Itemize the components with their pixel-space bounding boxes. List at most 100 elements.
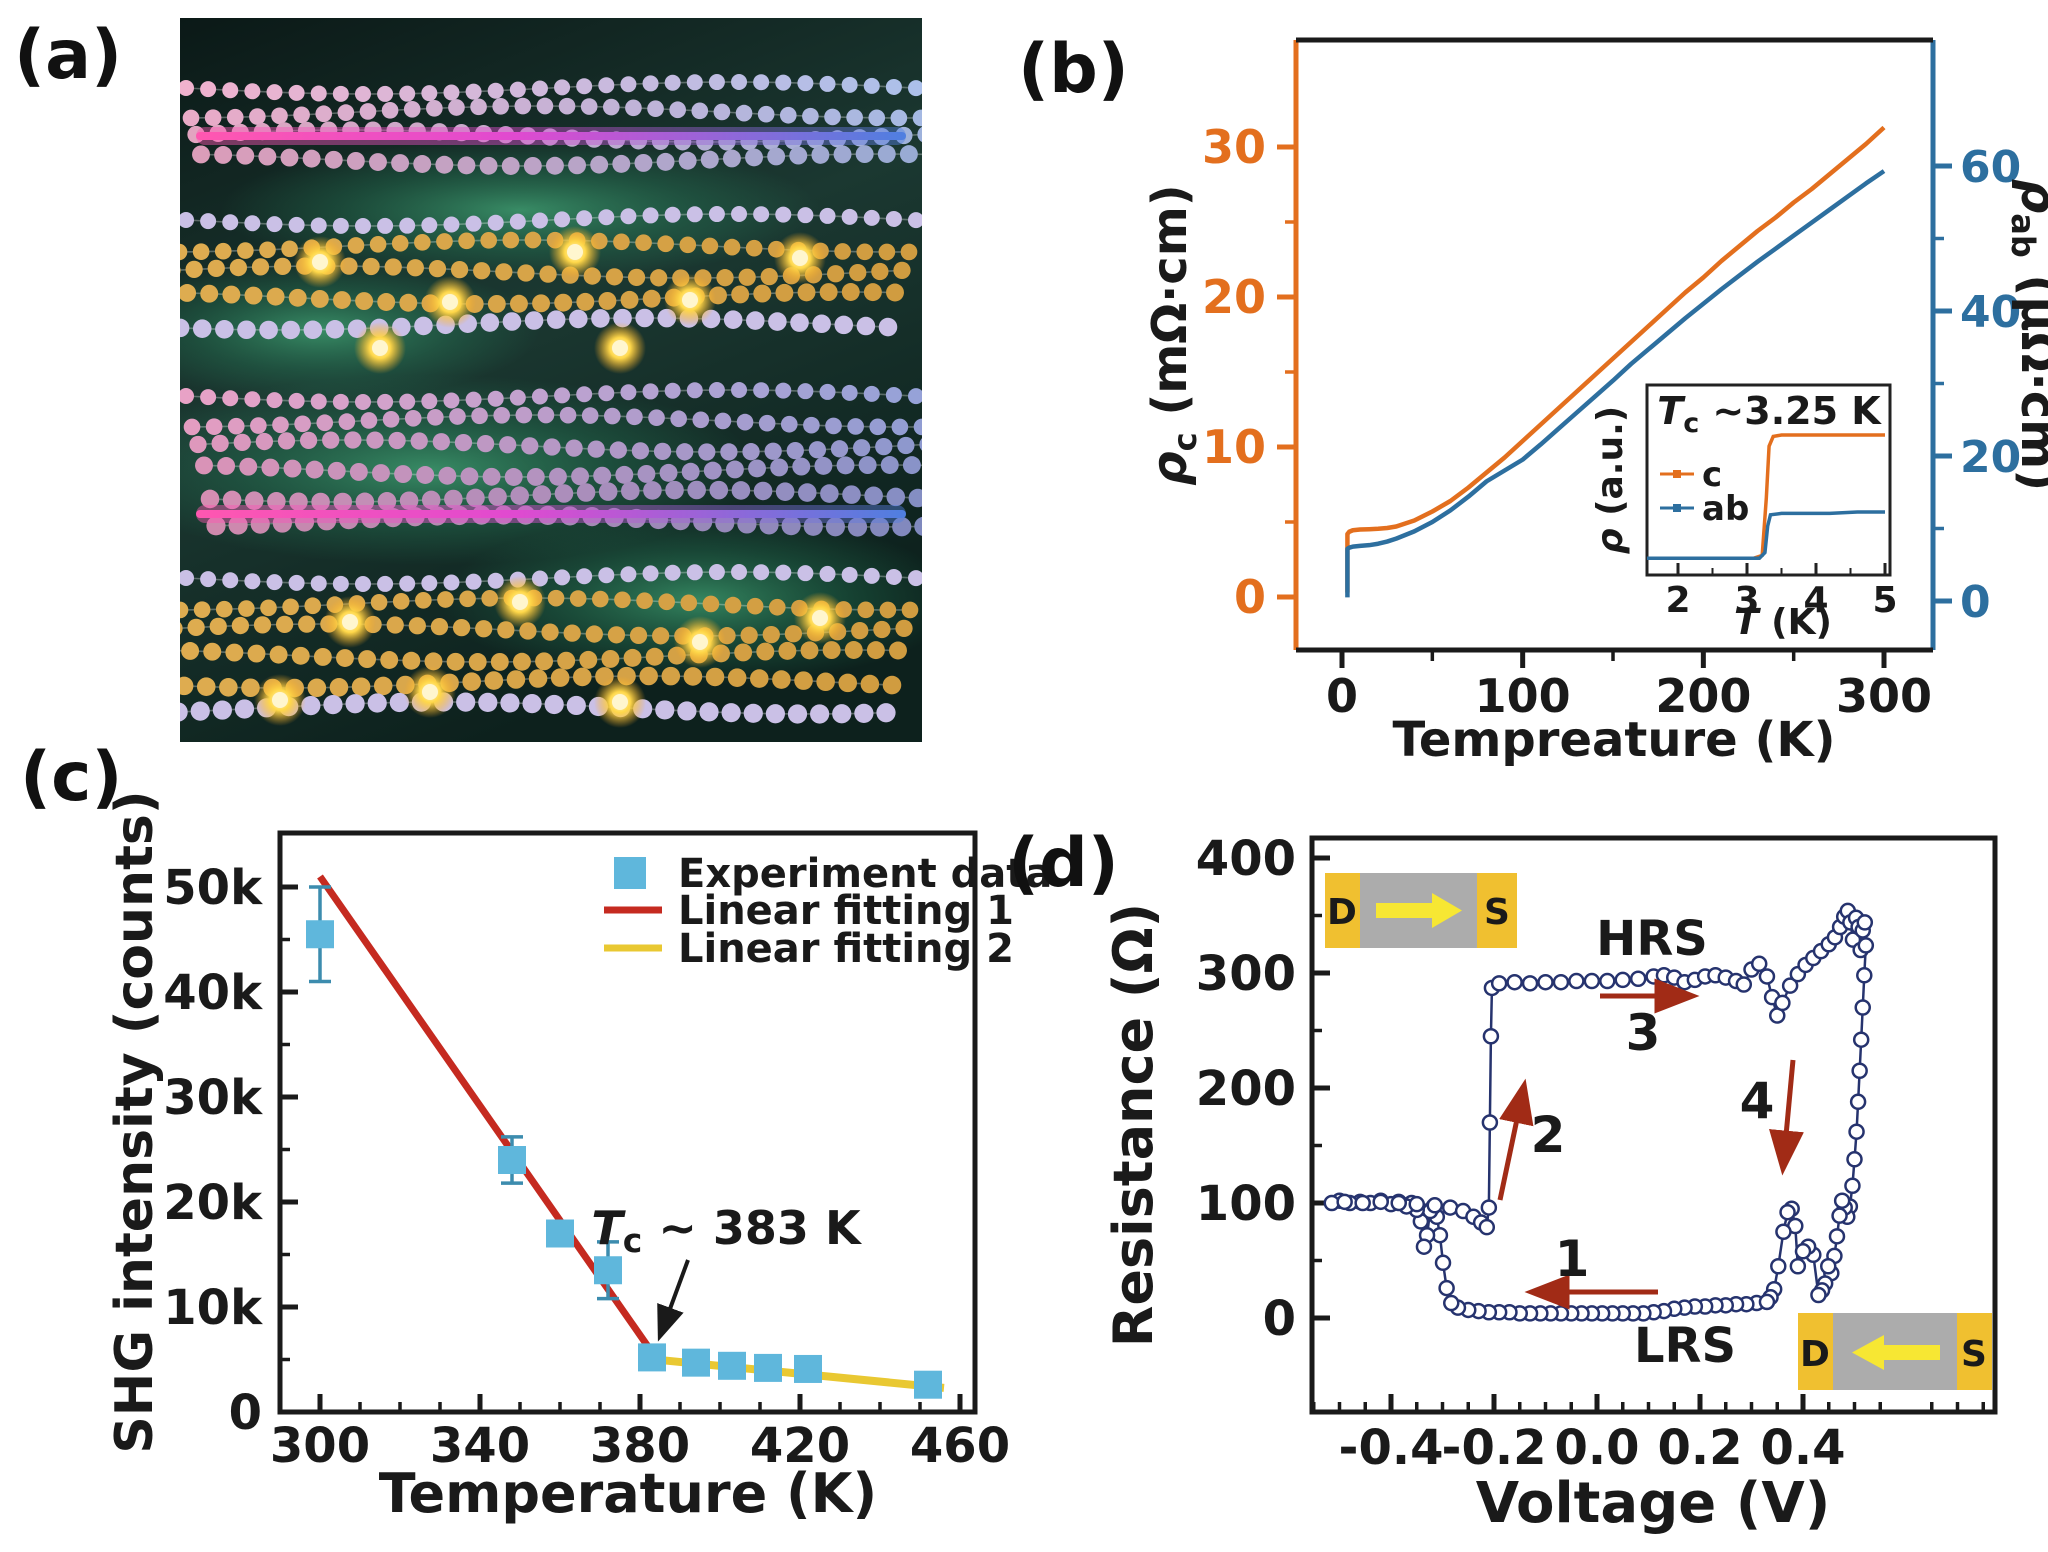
atom bbox=[444, 489, 463, 509]
atom bbox=[421, 393, 438, 410]
atom bbox=[217, 457, 236, 475]
atom bbox=[834, 315, 854, 335]
atom bbox=[834, 243, 851, 260]
atom bbox=[460, 467, 479, 486]
atom bbox=[301, 695, 321, 716]
inset-y-axis-label: ρ (a.u.) bbox=[1590, 406, 1631, 555]
legend-marker-experiment bbox=[614, 857, 646, 889]
atom bbox=[377, 217, 394, 234]
atom bbox=[253, 616, 272, 634]
loop-point bbox=[1490, 975, 1508, 992]
resistivity-curves bbox=[1345, 125, 1886, 598]
loop-point bbox=[1854, 999, 1871, 1016]
atom bbox=[493, 407, 511, 424]
atom bbox=[612, 154, 631, 173]
legend-label-experiment: Experiment data bbox=[678, 851, 1052, 897]
atom bbox=[484, 671, 504, 690]
atom bbox=[465, 83, 482, 100]
atom bbox=[655, 700, 675, 720]
atom bbox=[876, 703, 896, 723]
atom bbox=[554, 569, 571, 586]
atom bbox=[354, 217, 371, 234]
atom bbox=[642, 383, 659, 400]
atom bbox=[288, 392, 305, 409]
atom bbox=[273, 257, 292, 276]
atom bbox=[528, 669, 548, 688]
atom bbox=[193, 601, 211, 619]
atom bbox=[214, 146, 233, 164]
atom bbox=[302, 149, 321, 168]
atom bbox=[203, 642, 222, 661]
atom bbox=[156, 283, 174, 301]
atom bbox=[532, 485, 552, 504]
atom bbox=[743, 703, 763, 723]
data-point bbox=[594, 1256, 622, 1285]
atom bbox=[882, 675, 902, 695]
atom bbox=[443, 392, 460, 409]
atom bbox=[863, 77, 880, 94]
atom bbox=[495, 263, 513, 281]
loop-point bbox=[1443, 1294, 1460, 1312]
atom bbox=[337, 104, 355, 121]
atom bbox=[658, 593, 675, 611]
data-point bbox=[306, 920, 334, 949]
atom bbox=[180, 622, 183, 635]
atom bbox=[382, 411, 400, 428]
sweep-step-1: 1 bbox=[1555, 1230, 1590, 1288]
atom bbox=[389, 692, 409, 713]
atom bbox=[531, 80, 548, 97]
tick-label: 100 bbox=[1196, 1176, 1296, 1232]
atom bbox=[180, 80, 194, 96]
atom bbox=[661, 666, 681, 686]
atom bbox=[679, 236, 697, 254]
lattice-bonds bbox=[180, 649, 899, 663]
atom bbox=[487, 390, 504, 407]
atom bbox=[703, 461, 722, 480]
atom bbox=[209, 617, 227, 636]
atom bbox=[421, 490, 441, 510]
tick-label: 380 bbox=[590, 1418, 690, 1474]
atom bbox=[332, 85, 349, 102]
atom bbox=[215, 320, 234, 339]
loop-point bbox=[1390, 1194, 1407, 1212]
loop-point bbox=[1774, 994, 1791, 1012]
atom bbox=[288, 84, 305, 101]
atom bbox=[480, 232, 498, 249]
atom bbox=[468, 653, 487, 671]
atom bbox=[819, 565, 836, 582]
atom bbox=[812, 314, 831, 334]
atom bbox=[792, 457, 811, 476]
atom bbox=[811, 145, 830, 164]
atom bbox=[358, 650, 377, 669]
atom bbox=[465, 391, 482, 408]
atom bbox=[917, 126, 922, 143]
atom bbox=[686, 206, 703, 223]
atom bbox=[822, 641, 841, 660]
atom bbox=[399, 217, 416, 234]
atom bbox=[899, 145, 918, 164]
atom bbox=[332, 217, 349, 234]
atom bbox=[775, 74, 792, 91]
atom bbox=[181, 642, 200, 660]
loop-point bbox=[1735, 976, 1753, 993]
loop-point bbox=[1415, 1238, 1433, 1255]
atom bbox=[244, 83, 261, 100]
atom bbox=[607, 626, 626, 644]
panel-a-label: (a) bbox=[14, 16, 122, 95]
atom bbox=[437, 591, 454, 608]
tc-subscript: c bbox=[1683, 408, 1699, 439]
atom bbox=[637, 464, 656, 483]
atom bbox=[266, 84, 283, 101]
atom bbox=[765, 704, 785, 724]
atom bbox=[259, 241, 276, 259]
atom bbox=[266, 287, 285, 306]
atom bbox=[195, 456, 213, 475]
atom bbox=[708, 564, 725, 581]
atom bbox=[716, 269, 734, 287]
atom bbox=[787, 704, 808, 724]
atom bbox=[590, 155, 609, 174]
atom bbox=[266, 392, 283, 409]
atom bbox=[893, 261, 911, 280]
data-point bbox=[754, 1353, 782, 1382]
atom bbox=[244, 573, 261, 590]
